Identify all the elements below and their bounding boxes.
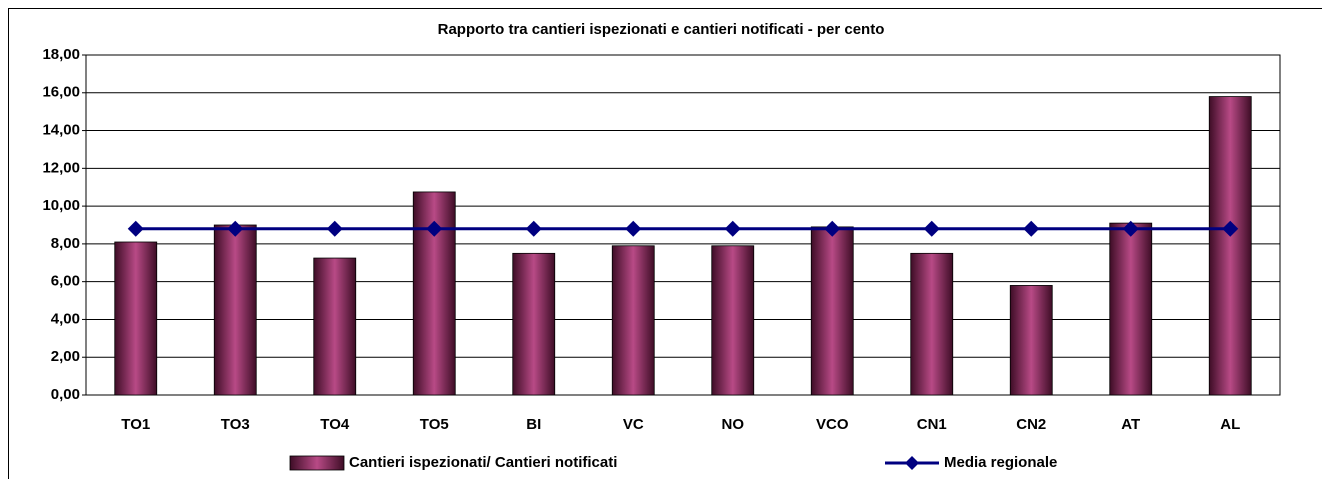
x-tick-label: CN2 [1016, 416, 1046, 433]
line-marker [1122, 220, 1139, 237]
bar [711, 245, 755, 396]
plot-area [85, 54, 1281, 396]
legend-label: Cantieri ispezionati/ Cantieri notificat… [349, 454, 617, 471]
line-marker [1222, 220, 1239, 237]
bar [611, 245, 655, 396]
line-marker [127, 220, 144, 237]
x-tick-label: BI [526, 416, 541, 433]
line-marker [227, 220, 244, 237]
x-tick-label: TO4 [320, 416, 350, 433]
y-tick-label: 12,00 [42, 159, 80, 176]
legend-swatch [289, 455, 345, 471]
line-marker [824, 220, 841, 237]
x-tick-label: NO [722, 416, 745, 433]
line-marker [625, 220, 642, 237]
bar [910, 252, 954, 396]
line-marker [724, 220, 741, 237]
legend-swatch-marker [905, 456, 919, 470]
y-tick-label: 18,00 [42, 46, 80, 63]
x-tick-label: VC [623, 416, 644, 433]
y-tick-label: 4,00 [51, 310, 80, 327]
bar [1208, 96, 1252, 396]
bar [1109, 222, 1153, 396]
legend-label: Media regionale [944, 454, 1057, 471]
x-tick-label: TO3 [221, 416, 250, 433]
y-tick-label: 16,00 [42, 84, 80, 101]
y-tick-label: 6,00 [51, 273, 80, 290]
y-tick-label: 8,00 [51, 235, 80, 252]
x-tick-label: CN1 [917, 416, 947, 433]
line-marker [923, 220, 940, 237]
y-tick-label: 10,00 [42, 197, 80, 214]
y-tick-label: 0,00 [51, 386, 80, 403]
y-tick-label: 14,00 [42, 122, 80, 139]
bar [1009, 285, 1053, 396]
x-tick-label: TO1 [121, 416, 150, 433]
x-tick-label: VCO [816, 416, 849, 433]
x-tick-label: TO5 [420, 416, 449, 433]
line-marker [1023, 220, 1040, 237]
line-marker [426, 220, 443, 237]
x-tick-label: AT [1121, 416, 1140, 433]
bar [512, 252, 556, 396]
bar [810, 226, 854, 396]
line-marker [326, 220, 343, 237]
bar [114, 241, 158, 396]
chart-title: Rapporto tra cantieri ispezionati e cant… [438, 21, 885, 38]
bar [313, 257, 357, 396]
line-marker [525, 220, 542, 237]
bar [213, 224, 257, 396]
x-tick-label: AL [1220, 416, 1240, 433]
y-tick-label: 2,00 [51, 348, 80, 365]
